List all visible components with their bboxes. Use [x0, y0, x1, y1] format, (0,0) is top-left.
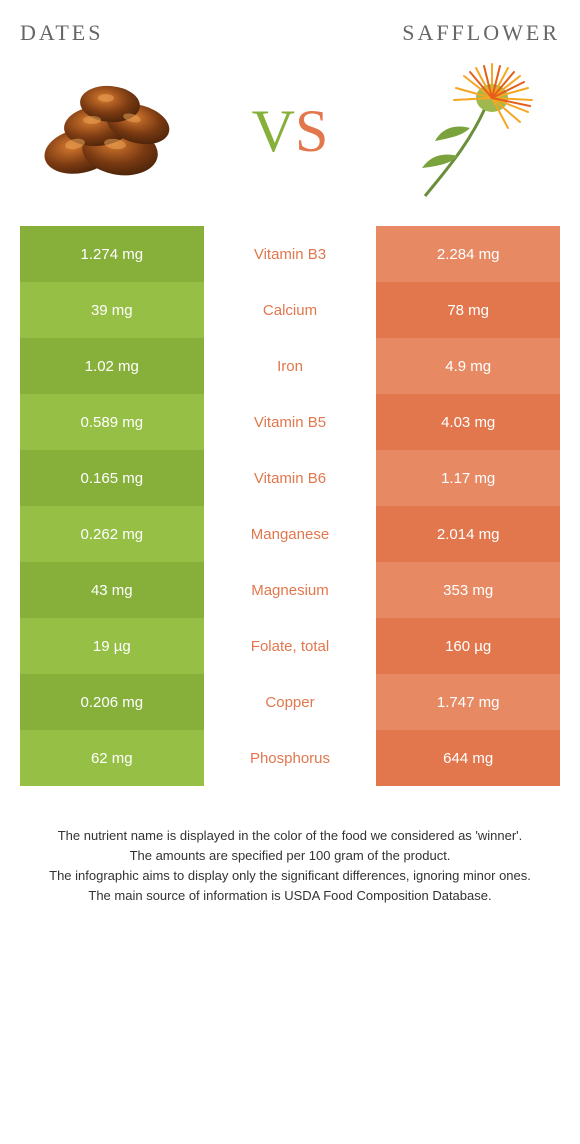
nutrient-table: 1.274 mgVitamin B32.284 mg39 mgCalcium78…	[20, 226, 560, 786]
right-value: 644 mg	[376, 730, 560, 786]
nutrient-name: Folate, total	[204, 618, 377, 674]
vs-s: S	[295, 101, 328, 161]
left-value: 0.589 mg	[20, 394, 204, 450]
nutrient-name: Manganese	[204, 506, 377, 562]
nutrient-name: Calcium	[204, 282, 377, 338]
left-value: 0.206 mg	[20, 674, 204, 730]
right-value: 2.284 mg	[376, 226, 560, 282]
nutrient-name: Magnesium	[204, 562, 377, 618]
left-value: 19 µg	[20, 618, 204, 674]
nutrient-name: Vitamin B5	[204, 394, 377, 450]
nutrient-row: 0.165 mgVitamin B61.17 mg	[20, 450, 560, 506]
dates-image	[20, 56, 200, 206]
left-value: 39 mg	[20, 282, 204, 338]
left-value: 0.165 mg	[20, 450, 204, 506]
left-value: 1.274 mg	[20, 226, 204, 282]
nutrient-row: 19 µgFolate, total160 µg	[20, 618, 560, 674]
safflower-image	[380, 56, 560, 206]
infographic: Dates Safflower	[0, 0, 580, 937]
right-value: 1.17 mg	[376, 450, 560, 506]
nutrient-name: Vitamin B3	[204, 226, 377, 282]
nutrient-row: 43 mgMagnesium353 mg	[20, 562, 560, 618]
nutrient-row: 1.274 mgVitamin B32.284 mg	[20, 226, 560, 282]
header: Dates Safflower	[20, 20, 560, 46]
nutrient-name: Phosphorus	[204, 730, 377, 786]
nutrient-name: Iron	[204, 338, 377, 394]
left-value: 0.262 mg	[20, 506, 204, 562]
nutrient-name: Vitamin B6	[204, 450, 377, 506]
right-value: 2.014 mg	[376, 506, 560, 562]
right-value: 1.747 mg	[376, 674, 560, 730]
left-value: 43 mg	[20, 562, 204, 618]
right-value: 78 mg	[376, 282, 560, 338]
right-value: 4.03 mg	[376, 394, 560, 450]
hero: VS	[20, 56, 560, 206]
nutrient-row: 0.262 mgManganese2.014 mg	[20, 506, 560, 562]
right-food-title: Safflower	[317, 20, 560, 46]
right-value: 353 mg	[376, 562, 560, 618]
right-value: 4.9 mg	[376, 338, 560, 394]
footer-line: The main source of information is USDA F…	[30, 886, 550, 906]
left-value: 1.02 mg	[20, 338, 204, 394]
left-food-title: Dates	[20, 20, 263, 46]
vs-v: V	[252, 101, 295, 161]
footer-line: The nutrient name is displayed in the co…	[30, 826, 550, 846]
footer-line: The amounts are specified per 100 gram o…	[30, 846, 550, 866]
nutrient-row: 62 mgPhosphorus644 mg	[20, 730, 560, 786]
nutrient-name: Copper	[204, 674, 377, 730]
vs-label: VS	[252, 101, 329, 161]
left-value: 62 mg	[20, 730, 204, 786]
nutrient-row: 0.206 mgCopper1.747 mg	[20, 674, 560, 730]
nutrient-row: 0.589 mgVitamin B54.03 mg	[20, 394, 560, 450]
footer-notes: The nutrient name is displayed in the co…	[20, 826, 560, 907]
nutrient-row: 39 mgCalcium78 mg	[20, 282, 560, 338]
nutrient-row: 1.02 mgIron4.9 mg	[20, 338, 560, 394]
right-value: 160 µg	[376, 618, 560, 674]
footer-line: The infographic aims to display only the…	[30, 866, 550, 886]
